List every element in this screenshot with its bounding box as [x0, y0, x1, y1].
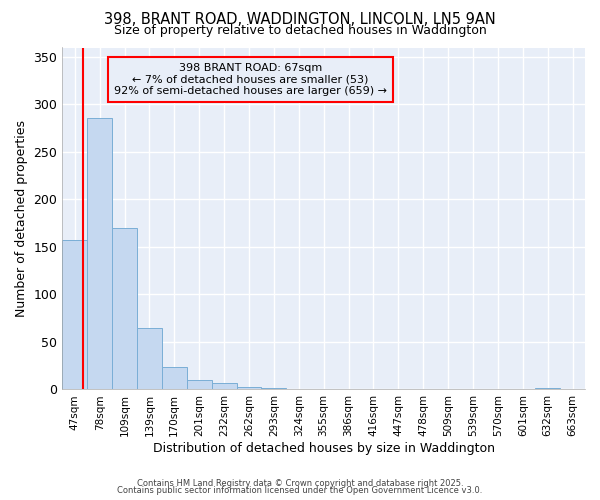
Y-axis label: Number of detached properties: Number of detached properties: [15, 120, 28, 317]
Bar: [212, 383, 236, 390]
Text: Size of property relative to detached houses in Waddington: Size of property relative to detached ho…: [113, 24, 487, 37]
X-axis label: Distribution of detached houses by size in Waddington: Distribution of detached houses by size …: [152, 442, 494, 455]
Bar: [236, 386, 262, 390]
Text: 398 BRANT ROAD: 67sqm
← 7% of detached houses are smaller (53)
92% of semi-detac: 398 BRANT ROAD: 67sqm ← 7% of detached h…: [114, 63, 387, 96]
Bar: [87, 118, 112, 390]
Bar: [112, 228, 137, 390]
Bar: [262, 388, 286, 390]
Bar: [535, 388, 560, 390]
Bar: [137, 328, 162, 390]
Bar: [62, 240, 87, 390]
Text: Contains HM Land Registry data © Crown copyright and database right 2025.: Contains HM Land Registry data © Crown c…: [137, 478, 463, 488]
Bar: [187, 380, 212, 390]
Text: 398, BRANT ROAD, WADDINGTON, LINCOLN, LN5 9AN: 398, BRANT ROAD, WADDINGTON, LINCOLN, LN…: [104, 12, 496, 28]
Text: Contains public sector information licensed under the Open Government Licence v3: Contains public sector information licen…: [118, 486, 482, 495]
Bar: [162, 366, 187, 390]
